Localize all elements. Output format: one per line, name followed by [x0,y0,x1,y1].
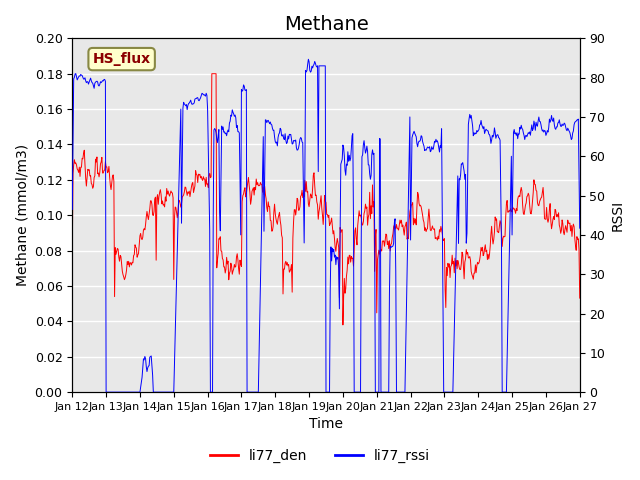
Text: HS_flux: HS_flux [93,52,150,66]
Y-axis label: Methane (mmol/m3): Methane (mmol/m3) [15,144,29,286]
Title: Methane: Methane [284,15,369,34]
X-axis label: Time: Time [309,418,343,432]
Legend: li77_den, li77_rssi: li77_den, li77_rssi [204,443,436,468]
Y-axis label: RSSI: RSSI [611,200,625,231]
